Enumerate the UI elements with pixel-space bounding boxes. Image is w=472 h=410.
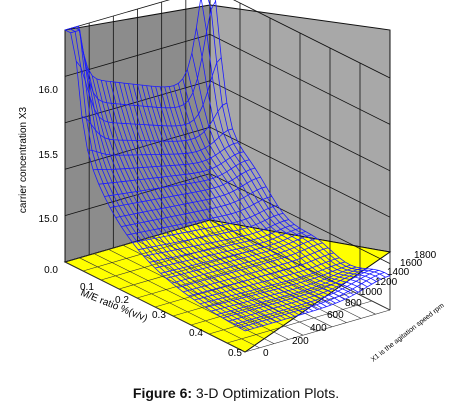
floor-gridline xyxy=(172,273,319,317)
x-tick-label: 0.3 xyxy=(152,310,166,321)
z-tick-label: 15.0 xyxy=(39,214,59,225)
y-tick-label: 400 xyxy=(310,323,327,334)
floor-gridline xyxy=(244,309,391,353)
mesh-line xyxy=(155,86,336,304)
x-tick-label: 0.4 xyxy=(189,328,203,339)
mesh-line xyxy=(164,86,345,300)
y-tick-label: 1000 xyxy=(360,287,383,298)
y-tick-label: 0 xyxy=(263,348,269,359)
mesh-line xyxy=(128,83,309,313)
x-tick-label: 0.1 xyxy=(80,282,94,293)
mesh-line xyxy=(64,29,246,332)
mesh-line xyxy=(186,69,368,288)
mesh-line xyxy=(168,86,350,298)
y-tick-label: 600 xyxy=(327,310,344,321)
mesh-line xyxy=(214,0,391,277)
mesh-line xyxy=(201,0,382,280)
mesh-line xyxy=(146,85,327,307)
mesh-line xyxy=(123,82,305,315)
floor-gridline xyxy=(226,300,373,344)
mesh-line xyxy=(105,80,286,320)
mesh-line xyxy=(132,84,314,312)
mesh-line xyxy=(208,0,386,278)
y-axis-label: X1 is the agitation speed rpm xyxy=(370,302,446,363)
mesh-line xyxy=(69,28,250,330)
mesh-line xyxy=(173,85,354,296)
mesh-line xyxy=(114,81,296,317)
mesh-line xyxy=(118,82,300,316)
z-axis-label: carrier concentration X3 xyxy=(18,106,29,213)
floor-gridline xyxy=(190,282,337,326)
mesh-line xyxy=(141,85,323,309)
z-tick-label: 16.0 xyxy=(39,85,59,96)
y-tick-label: 200 xyxy=(292,336,309,347)
mesh-line xyxy=(177,83,359,293)
mesh-line xyxy=(196,27,377,282)
mesh-line xyxy=(182,78,364,290)
mesh-line xyxy=(137,84,318,310)
mesh-line xyxy=(159,86,341,302)
figure-caption: Figure 6: 3-D Optimization Plots. xyxy=(0,385,472,401)
z-tick-label: 0.0 xyxy=(44,265,58,276)
figure-caption-text: 3-D Optimization Plots. xyxy=(192,385,340,401)
y-tick-label: 1600 xyxy=(400,258,423,269)
mesh-line xyxy=(150,85,332,306)
mesh-line xyxy=(78,25,259,328)
y-tick-label: 1200 xyxy=(375,277,398,288)
mesh-line xyxy=(73,27,255,329)
mesh-line xyxy=(87,67,268,325)
mesh-line xyxy=(191,52,373,285)
figure-caption-label: Figure 6: xyxy=(132,385,193,401)
y-tick-label: 800 xyxy=(345,298,362,309)
mesh-line xyxy=(109,81,291,319)
mesh-line xyxy=(91,75,273,324)
x-tick-label: 0.2 xyxy=(115,295,129,306)
surface-mesh xyxy=(64,0,391,332)
x-tick-label: 0.5 xyxy=(228,348,242,359)
mesh-line xyxy=(82,51,264,326)
y-tick-label: 1400 xyxy=(387,267,410,278)
y-tick-label: 1800 xyxy=(414,250,437,261)
z-tick-label: 15.5 xyxy=(39,150,59,161)
mesh-line xyxy=(96,78,277,323)
mesh-line xyxy=(100,80,282,321)
